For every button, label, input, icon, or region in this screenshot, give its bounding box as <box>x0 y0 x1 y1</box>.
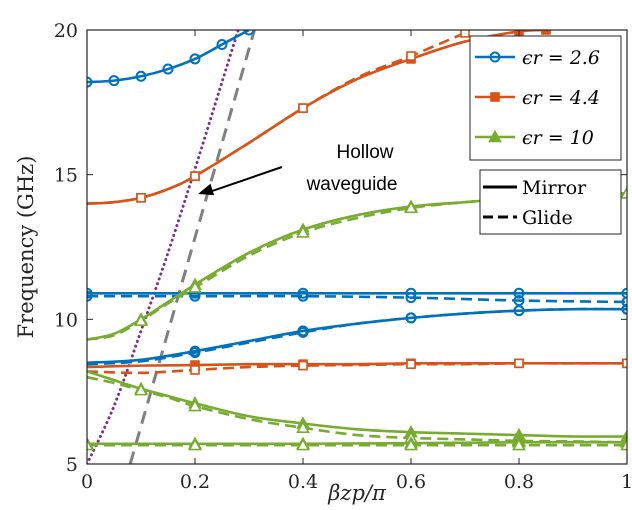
y-tick-label: 5 <box>66 454 78 476</box>
data-point-8-8 <box>514 358 524 369</box>
data-point-4-10 <box>621 303 627 315</box>
series-line-2 <box>87 294 627 304</box>
data-point-6-6 <box>298 103 308 113</box>
y-tick-label: 20 <box>54 20 78 42</box>
data-point-0-3 <box>162 63 174 75</box>
legend-material-label: ϵr = 2.6 <box>522 47 600 69</box>
data-point-8-10 <box>622 358 627 369</box>
data-point-12-6 <box>296 420 310 434</box>
x-tick-label: 0.4 <box>288 471 318 493</box>
annotation-line1: Hollow <box>336 142 393 163</box>
series-line-0 <box>87 30 250 84</box>
data-point-6-9 <box>460 30 470 38</box>
data-point-12-4 <box>188 398 202 412</box>
legend-material-label: ϵr = 10 <box>522 127 594 149</box>
data-point-8-2 <box>190 365 200 375</box>
data-point-6-4 <box>190 171 200 181</box>
data-point-8-4 <box>298 360 308 371</box>
y-tick-label: 10 <box>54 309 78 331</box>
data-point-2-4 <box>513 295 525 307</box>
series-line-13 <box>87 440 627 446</box>
light-line-0 <box>87 30 240 464</box>
data-point-10-2 <box>134 313 148 326</box>
data-point-4-2 <box>189 347 201 359</box>
legend-layer: ϵr = 2.6 ϵr = 4.4 ϵr = 10 Mirror Glide <box>469 35 622 235</box>
data-point-10-12 <box>620 186 627 199</box>
axes-box <box>86 29 628 465</box>
series-line-6 <box>87 31 466 205</box>
data-point-4-6 <box>405 312 417 324</box>
data-point-14-2 <box>296 438 310 451</box>
series-line-11 <box>87 370 627 438</box>
data-point-14-0 <box>87 438 94 451</box>
legend-material-label: ϵr = 4.4 <box>522 87 600 109</box>
annotation-layer: Hollow waveguide <box>198 142 398 196</box>
legend-material-marker <box>489 51 501 63</box>
data-point-0-5 <box>216 38 228 50</box>
data-point-14-1 <box>188 438 202 451</box>
data-point-4-4 <box>297 326 309 338</box>
data-point-4-8 <box>513 305 525 317</box>
data-point-0-2 <box>135 70 147 82</box>
data-point-0-6 <box>243 30 255 36</box>
legend-style-label: Mirror <box>522 177 587 199</box>
legend-style-label: Glide <box>522 207 573 229</box>
data-point-0-0 <box>87 76 93 88</box>
data-point-10-8 <box>404 200 418 214</box>
annotation-arrow-shaft <box>211 166 283 192</box>
plot-layer <box>87 30 627 464</box>
annotation-arrow-head <box>198 183 215 196</box>
legend-material-marker <box>490 92 500 102</box>
x-tick-label: 0.8 <box>504 471 534 493</box>
data-point-12-2 <box>134 383 148 396</box>
y-tick-label: 15 <box>54 165 78 187</box>
data-point-14-5 <box>620 438 627 451</box>
data-point-2-3 <box>405 292 417 304</box>
x-tick-label: 0 <box>81 471 93 493</box>
data-point-14-4 <box>512 438 526 451</box>
x-axis-label: βzp/π <box>327 481 387 505</box>
data-point-0-4 <box>189 53 201 65</box>
data-point-10-6 <box>296 225 310 238</box>
data-point-14-3 <box>404 438 418 451</box>
legend-styles-box <box>479 169 622 235</box>
data-point-0-1 <box>108 75 120 87</box>
data-point-10-4 <box>188 280 202 293</box>
series-line-12 <box>87 375 627 444</box>
data-point-2-2 <box>297 290 309 302</box>
data-point-2-5 <box>621 296 627 308</box>
data-point-1-4 <box>513 287 525 299</box>
x-tick-label: 0.6 <box>396 471 426 493</box>
series-line-4 <box>87 307 627 366</box>
data-point-6-2 <box>136 193 146 203</box>
series-line-8 <box>87 361 627 375</box>
legend-material-marker <box>488 129 502 143</box>
data-point-1-5 <box>621 287 627 299</box>
x-tick-label: 0.2 <box>180 471 210 493</box>
data-point-2-0 <box>87 290 93 302</box>
light-line-1 <box>128 30 256 464</box>
x-tick-label: 1 <box>621 471 632 493</box>
data-point-5-11 <box>541 30 551 35</box>
y-axis-label: Frequency (GHz) <box>14 156 38 339</box>
annotation-line2: waveguide <box>306 174 398 195</box>
data-point-6-8 <box>406 51 416 61</box>
data-point-8-6 <box>406 359 416 369</box>
